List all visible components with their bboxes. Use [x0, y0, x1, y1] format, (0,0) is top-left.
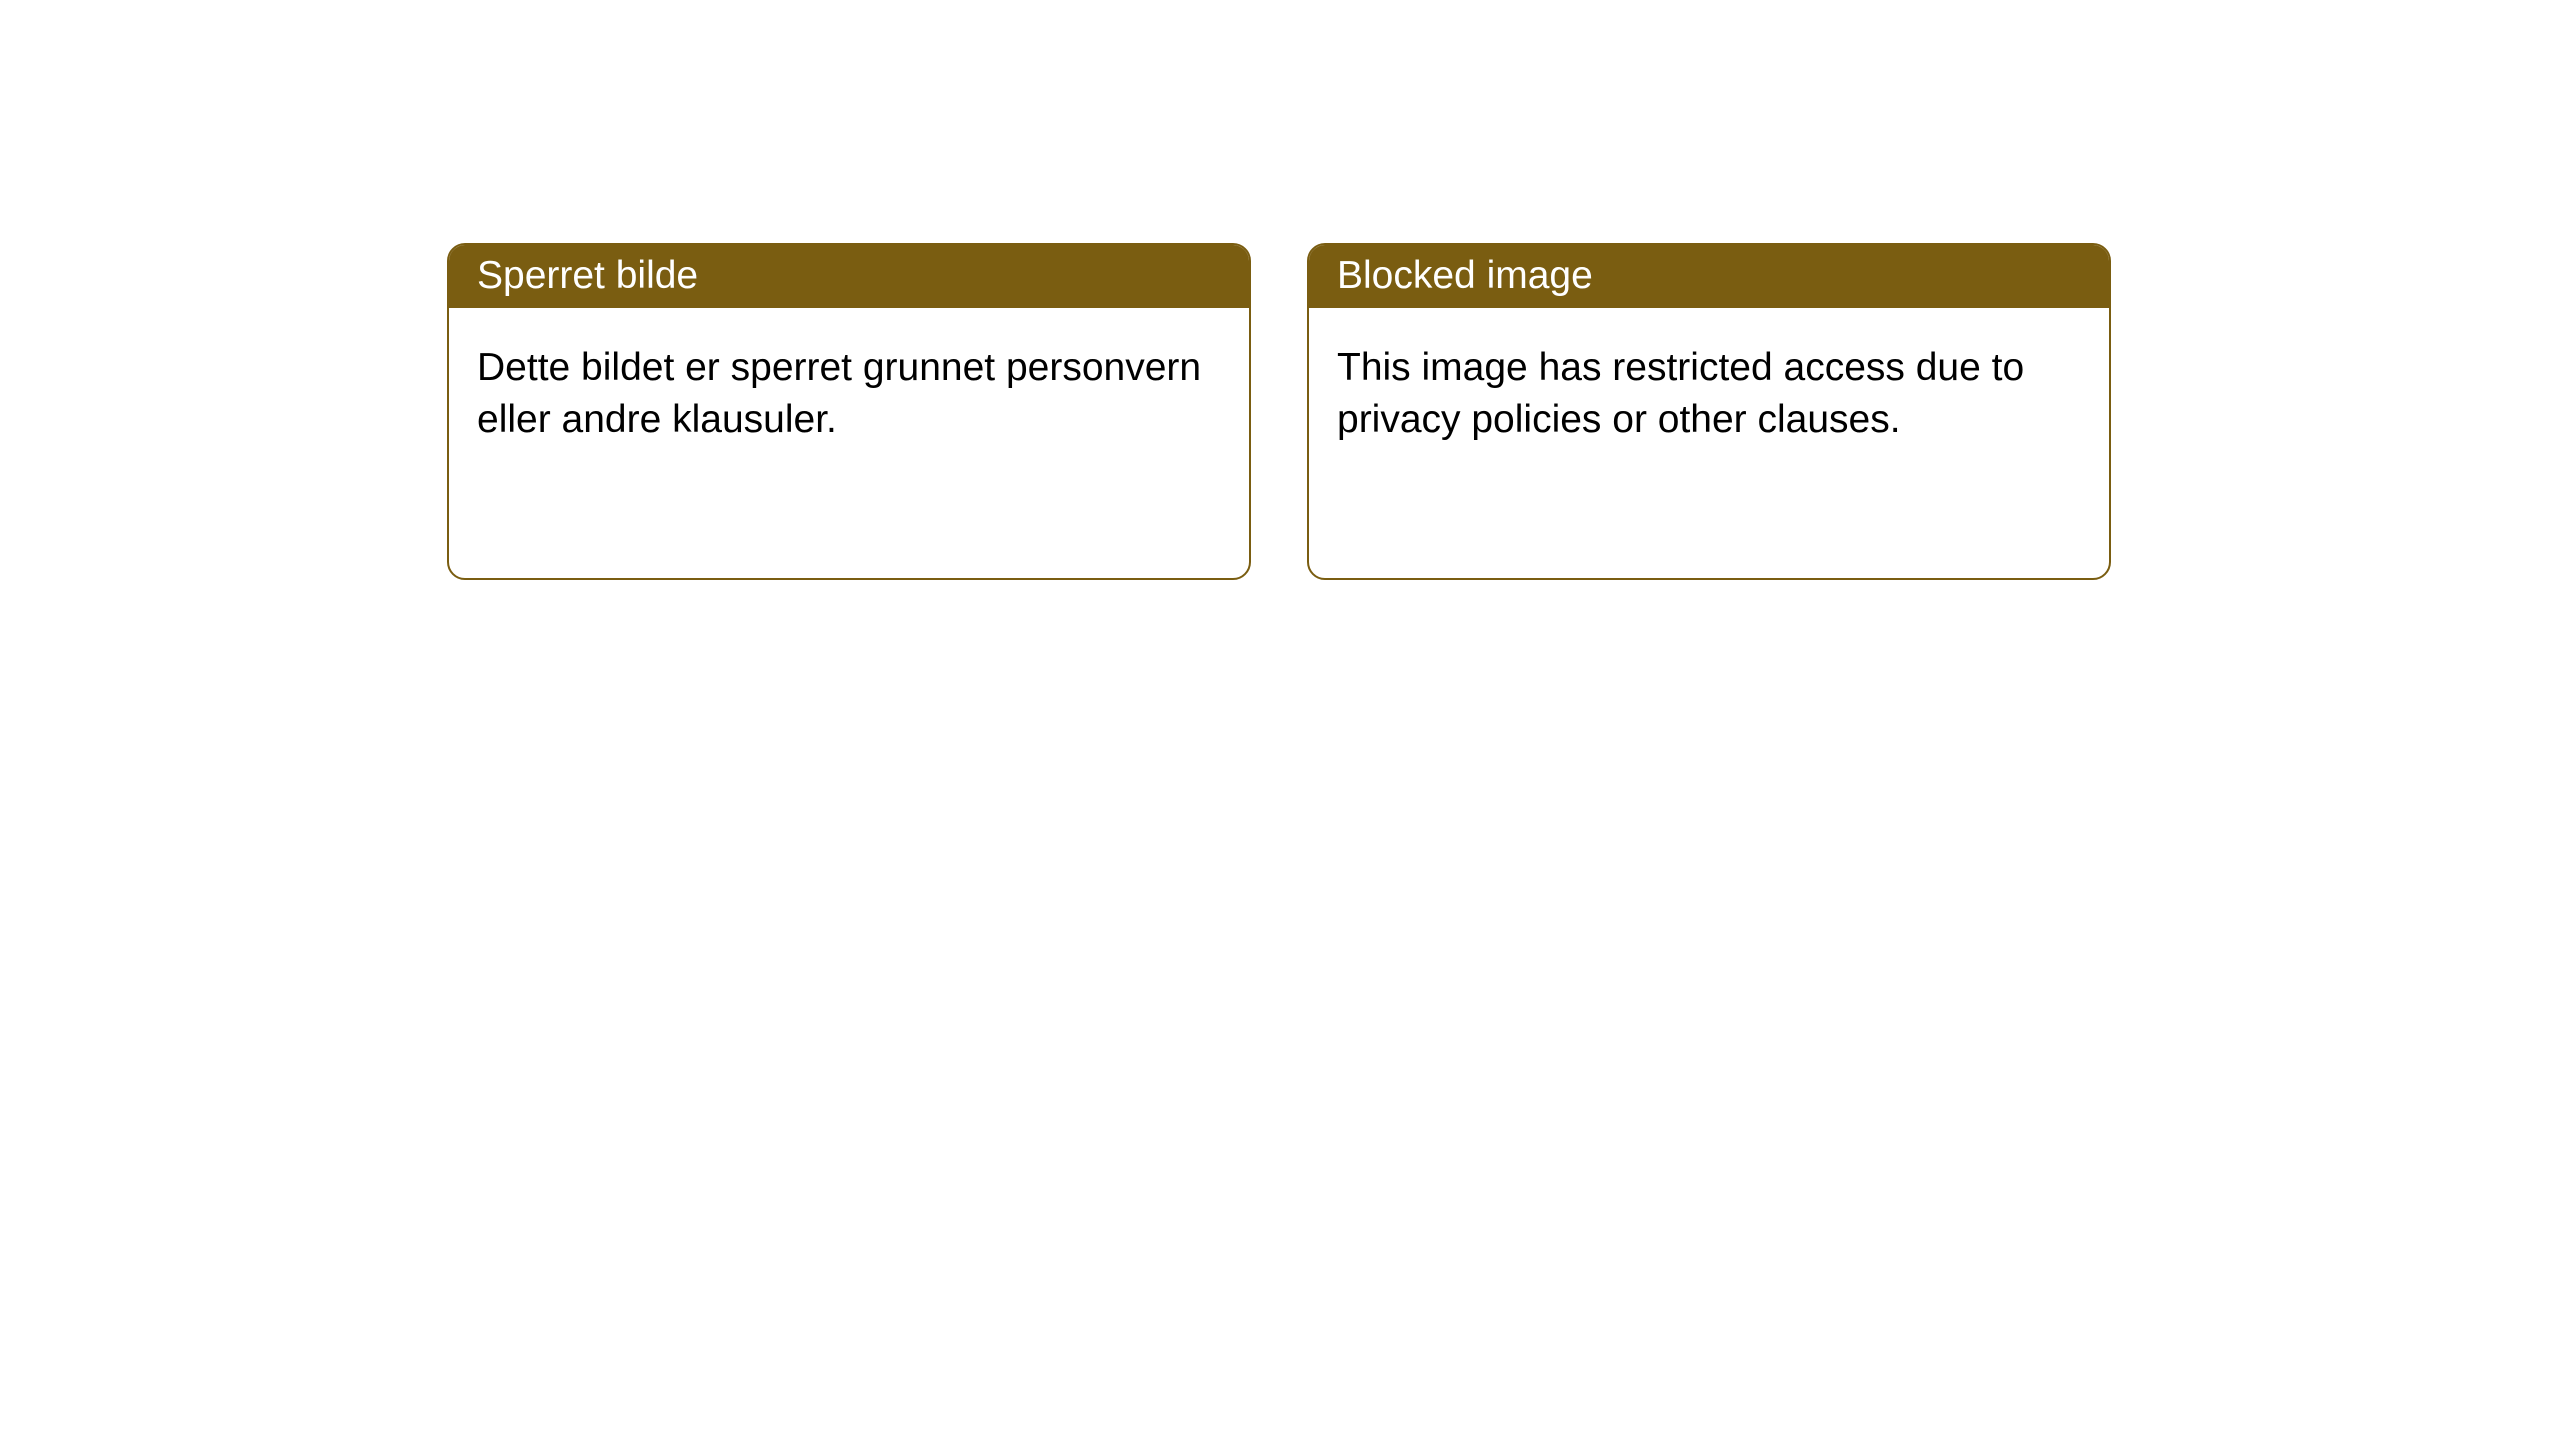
card-body-no: Dette bildet er sperret grunnet personve…	[449, 308, 1249, 480]
card-header-no: Sperret bilde	[449, 245, 1249, 308]
notice-card-no: Sperret bilde Dette bildet er sperret gr…	[447, 243, 1251, 580]
notice-container: Sperret bilde Dette bildet er sperret gr…	[447, 243, 2111, 580]
card-header-en: Blocked image	[1309, 245, 2109, 308]
card-body-en: This image has restricted access due to …	[1309, 308, 2109, 480]
notice-card-en: Blocked image This image has restricted …	[1307, 243, 2111, 580]
